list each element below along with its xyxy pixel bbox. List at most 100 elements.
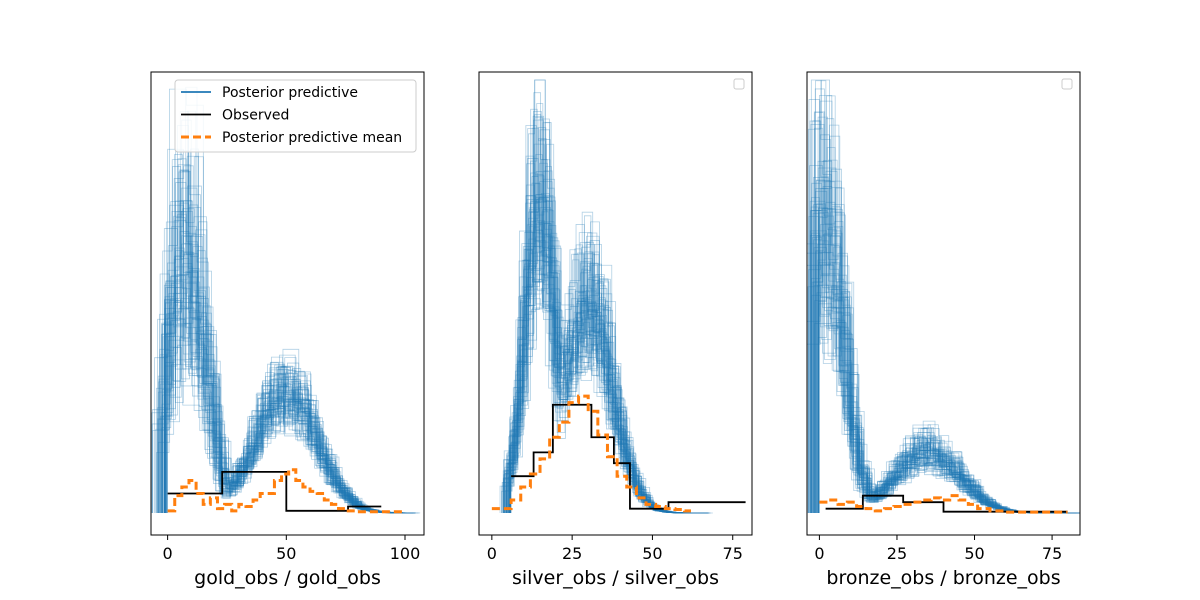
posterior-mean-line [819, 494, 1068, 514]
posterior-sample-line [164, 211, 414, 514]
posterior-sample-line [504, 128, 703, 514]
posterior-sample-line [161, 287, 412, 514]
posterior-sample-line [509, 201, 708, 514]
axes-frame [478, 71, 753, 536]
observed-line [825, 494, 1068, 513]
posterior-sample-line [504, 116, 702, 514]
plot-area [807, 79, 1080, 514]
panel-bronze: 0 25 50 75 bronze_obs / bronze_obs [806, 71, 1081, 589]
posterior-sample-line [503, 221, 706, 514]
panel-gold: 0 50 100 gold_obs / gold_obs Posterior predi… [150, 71, 425, 589]
posterior-sample-line [165, 164, 416, 514]
posterior-sample-line [509, 258, 708, 514]
legend-entry: Observed [222, 108, 289, 124]
posterior-sample-line [509, 229, 706, 514]
posterior-sample-line [164, 247, 413, 514]
posterior-sample-line [504, 125, 705, 514]
posterior-predictive-samples [499, 79, 713, 514]
posterior-sample-line [164, 182, 413, 514]
posterior-sample-line [161, 229, 411, 514]
posterior-sample-line [506, 224, 704, 514]
posterior-sample-line [151, 148, 406, 514]
posterior-sample-line [509, 195, 708, 514]
posterior-sample-line [510, 196, 713, 514]
posterior-sample-line [507, 162, 706, 514]
posterior-sample-line [164, 236, 416, 514]
posterior-sample-line [162, 202, 409, 514]
posterior-sample-line [164, 282, 413, 514]
legend-box-empty [733, 78, 745, 90]
posterior-mean-line [167, 468, 406, 514]
posterior-sample-line [163, 272, 414, 514]
posterior-sample-line [167, 236, 413, 514]
posterior-sample-line [167, 200, 413, 514]
posterior-sample-line [506, 118, 708, 514]
posterior-sample-line [504, 224, 702, 514]
x-tick-label: 0 [814, 544, 824, 563]
posterior-sample-line [510, 108, 708, 514]
plot-area [151, 86, 421, 514]
posterior-sample-line [164, 307, 413, 514]
posterior-sample-line [506, 176, 703, 514]
posterior-sample-line [509, 178, 711, 514]
posterior-sample-line [501, 181, 704, 514]
legend-box [174, 79, 417, 153]
x-tick-label: 0 [487, 544, 497, 563]
posterior-sample-line [818, 262, 1075, 514]
x-axis-label: silver_obs / silver_obs [512, 567, 719, 589]
posterior-sample-line [166, 124, 415, 514]
posterior-sample-line [510, 210, 707, 514]
posterior-sample-line [161, 110, 408, 514]
posterior-sample-line [164, 207, 415, 514]
posterior-sample-line [818, 147, 1076, 514]
posterior-sample-line [507, 122, 705, 514]
legend-entry: Posterior predictive [222, 85, 358, 101]
posterior-sample-line [499, 279, 704, 514]
posterior-sample-line [503, 197, 702, 514]
posterior-sample-line [503, 175, 704, 514]
posterior-sample-line [156, 216, 407, 514]
posterior-sample-line [510, 183, 707, 514]
axes-frame [806, 71, 1081, 536]
posterior-sample-line [166, 156, 414, 514]
x-tick-label: 50 [642, 544, 662, 563]
posterior-sample-line [161, 220, 412, 514]
x-tick-label: 75 [1042, 544, 1062, 563]
posterior-sample-line [505, 171, 702, 514]
posterior-sample-line [163, 166, 410, 514]
posterior-sample-line [816, 235, 1074, 514]
observed-line [167, 470, 382, 512]
posterior-sample-line [505, 103, 702, 514]
posterior-sample-line [510, 170, 709, 514]
posterior-sample-line [151, 281, 406, 514]
x-tick-label: 0 [163, 544, 173, 563]
posterior-sample-line [159, 185, 411, 514]
posterior-sample-line [509, 143, 707, 514]
posterior-sample-line [509, 163, 708, 514]
posterior-sample-line [505, 127, 703, 514]
legend: Posterior predictive Observed Posterior pr… [174, 79, 417, 153]
posterior-sample-line [508, 122, 705, 514]
posterior-sample-line [159, 213, 407, 514]
posterior-sample-line [509, 139, 710, 514]
posterior-sample-line [817, 116, 1076, 514]
posterior-sample-line [509, 111, 708, 514]
x-axis-label: gold_obs / gold_obs [194, 567, 381, 589]
posterior-sample-line [164, 165, 412, 514]
x-tick-label: 50 [964, 544, 984, 563]
posterior-sample-line [503, 143, 704, 514]
posterior-sample-line [505, 127, 704, 514]
posterior-sample-line [509, 201, 706, 514]
posterior-sample-line [509, 113, 706, 514]
posterior-sample-line [502, 79, 703, 514]
x-axis-label: bronze_obs / bronze_obs [826, 567, 1060, 589]
posterior-sample-line [161, 270, 412, 514]
posterior-predictive-samples [807, 79, 1080, 514]
posterior-sample-line [508, 207, 709, 514]
plot-area [491, 79, 746, 514]
x-tick-label: 25 [887, 544, 907, 563]
posterior-sample-line [509, 155, 708, 514]
posterior-mean-line [491, 394, 691, 513]
posterior-sample-line [159, 250, 406, 514]
